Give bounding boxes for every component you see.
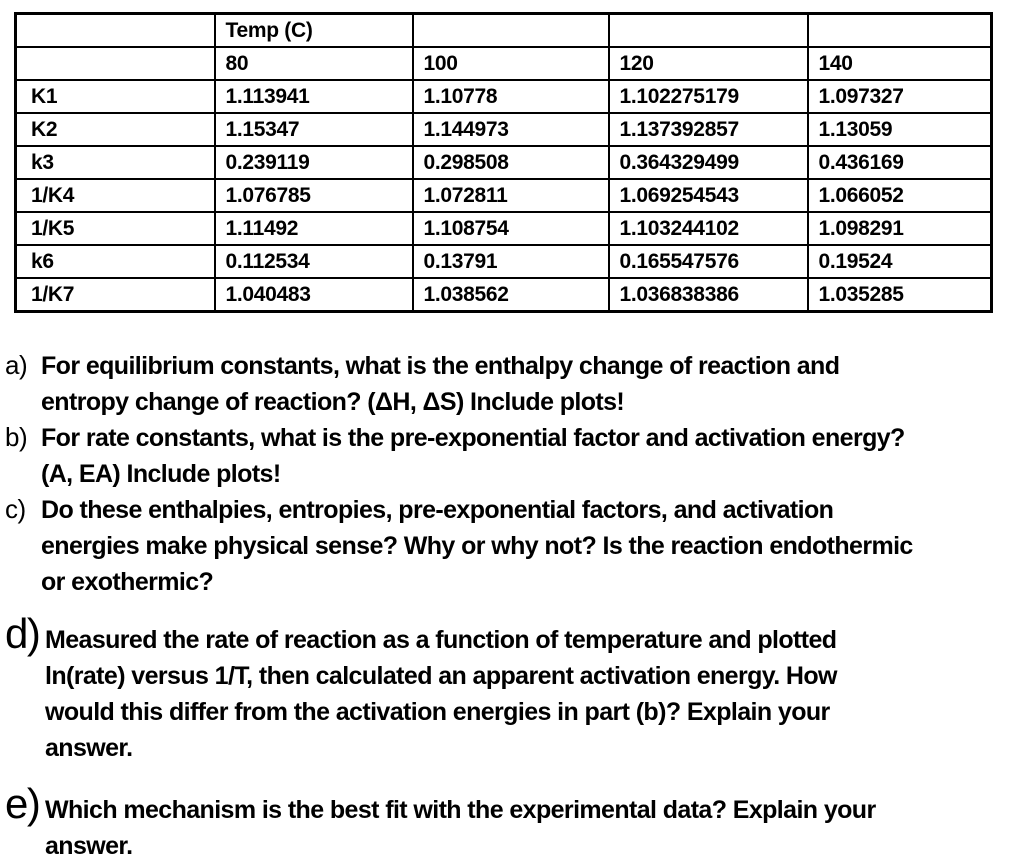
temp-col-header: 120 bbox=[607, 46, 809, 81]
temp-col-header: 80 bbox=[213, 46, 414, 81]
value-cell: 1.144973 bbox=[411, 112, 610, 147]
empty-cell bbox=[607, 12, 809, 48]
row-label: 1/K5 bbox=[14, 211, 216, 246]
row-label: K1 bbox=[14, 79, 216, 114]
question-item-c: c) Do these enthalpies, entropies, pre-e… bbox=[5, 492, 1019, 600]
question-text: Measured the rate of reaction as a funct… bbox=[45, 626, 838, 762]
question-item-e: e) Which mechanism is the best fit with … bbox=[5, 780, 1019, 864]
value-cell: 1.069254543 bbox=[607, 178, 809, 213]
value-cell: 1.098291 bbox=[806, 211, 993, 246]
empty-cell bbox=[14, 12, 216, 48]
question-item-d: d) Measured the rate of reaction as a fu… bbox=[5, 610, 1019, 766]
value-cell: 1.035285 bbox=[806, 277, 993, 313]
table-row: K1 1.113941 1.10778 1.102275179 1.097327 bbox=[14, 79, 993, 114]
document-page: Temp (C) 80 100 120 140 K1 1.113941 1.10… bbox=[5, 12, 993, 860]
question-text: Do these enthalpies, entropies, pre-expo… bbox=[41, 496, 913, 596]
question-item-b: b) For rate constants, what is the pre-e… bbox=[5, 420, 1019, 492]
value-cell: 1.108754 bbox=[411, 211, 610, 246]
temp-col-header: 100 bbox=[411, 46, 610, 81]
table-row-temp-values: 80 100 120 140 bbox=[14, 46, 993, 81]
question-marker: e) bbox=[5, 780, 41, 827]
table-row: K2 1.15347 1.144973 1.137392857 1.13059 bbox=[14, 112, 993, 147]
question-marker: c) bbox=[5, 494, 26, 524]
value-cell: 1.113941 bbox=[213, 79, 414, 114]
table-row-temp-header: Temp (C) bbox=[14, 12, 993, 48]
value-cell: 0.13791 bbox=[411, 244, 610, 279]
table-row: k6 0.112534 0.13791 0.165547576 0.19524 bbox=[14, 244, 993, 279]
value-cell: 1.103244102 bbox=[607, 211, 809, 246]
row-label: 1/K4 bbox=[14, 178, 216, 213]
empty-cell bbox=[411, 12, 610, 48]
empty-cell bbox=[14, 46, 216, 81]
question-marker: a) bbox=[5, 350, 28, 380]
table-row: k3 0.239119 0.298508 0.364329499 0.43616… bbox=[14, 145, 993, 180]
value-cell: 1.11492 bbox=[213, 211, 414, 246]
value-cell: 1.072811 bbox=[411, 178, 610, 213]
empty-cell bbox=[806, 12, 993, 48]
value-cell: 1.10778 bbox=[411, 79, 610, 114]
value-cell: 0.436169 bbox=[806, 145, 993, 180]
value-cell: 1.102275179 bbox=[607, 79, 809, 114]
value-cell: 1.137392857 bbox=[607, 112, 809, 147]
value-cell: 0.19524 bbox=[806, 244, 993, 279]
value-cell: 0.112534 bbox=[213, 244, 414, 279]
value-cell: 1.040483 bbox=[213, 277, 414, 313]
value-cell: 1.13059 bbox=[806, 112, 993, 147]
table-row: 1/K5 1.11492 1.108754 1.103244102 1.0982… bbox=[14, 211, 993, 246]
temp-header-cell: Temp (C) bbox=[213, 12, 414, 48]
value-cell: 0.364329499 bbox=[607, 145, 809, 180]
question-marker: b) bbox=[5, 422, 28, 452]
row-label: 1/K7 bbox=[14, 277, 216, 313]
value-cell: 1.066052 bbox=[806, 178, 993, 213]
value-cell: 1.038562 bbox=[411, 277, 610, 313]
question-item-a: a) For equilibrium constants, what is th… bbox=[5, 348, 1019, 420]
value-cell: 1.036838386 bbox=[607, 277, 809, 313]
row-label: K2 bbox=[14, 112, 216, 147]
question-text: For rate constants, what is the pre-expo… bbox=[41, 424, 905, 488]
table-row: 1/K7 1.040483 1.038562 1.036838386 1.035… bbox=[14, 277, 993, 313]
row-label: k6 bbox=[14, 244, 216, 279]
value-cell: 0.239119 bbox=[213, 145, 414, 180]
constants-table: Temp (C) 80 100 120 140 K1 1.113941 1.10… bbox=[14, 12, 993, 313]
value-cell: 0.165547576 bbox=[607, 244, 809, 279]
question-text: Which mechanism is the best fit with the… bbox=[45, 796, 876, 860]
table-row: 1/K4 1.076785 1.072811 1.069254543 1.066… bbox=[14, 178, 993, 213]
row-label: k3 bbox=[14, 145, 216, 180]
value-cell: 1.076785 bbox=[213, 178, 414, 213]
question-marker: d) bbox=[5, 610, 41, 657]
question-text: For equilibrium constants, what is the e… bbox=[41, 352, 840, 416]
value-cell: 1.097327 bbox=[806, 79, 993, 114]
value-cell: 1.15347 bbox=[213, 112, 414, 147]
question-list: a) For equilibrium constants, what is th… bbox=[5, 348, 1019, 864]
value-cell: 0.298508 bbox=[411, 145, 610, 180]
temp-col-header: 140 bbox=[806, 46, 993, 81]
